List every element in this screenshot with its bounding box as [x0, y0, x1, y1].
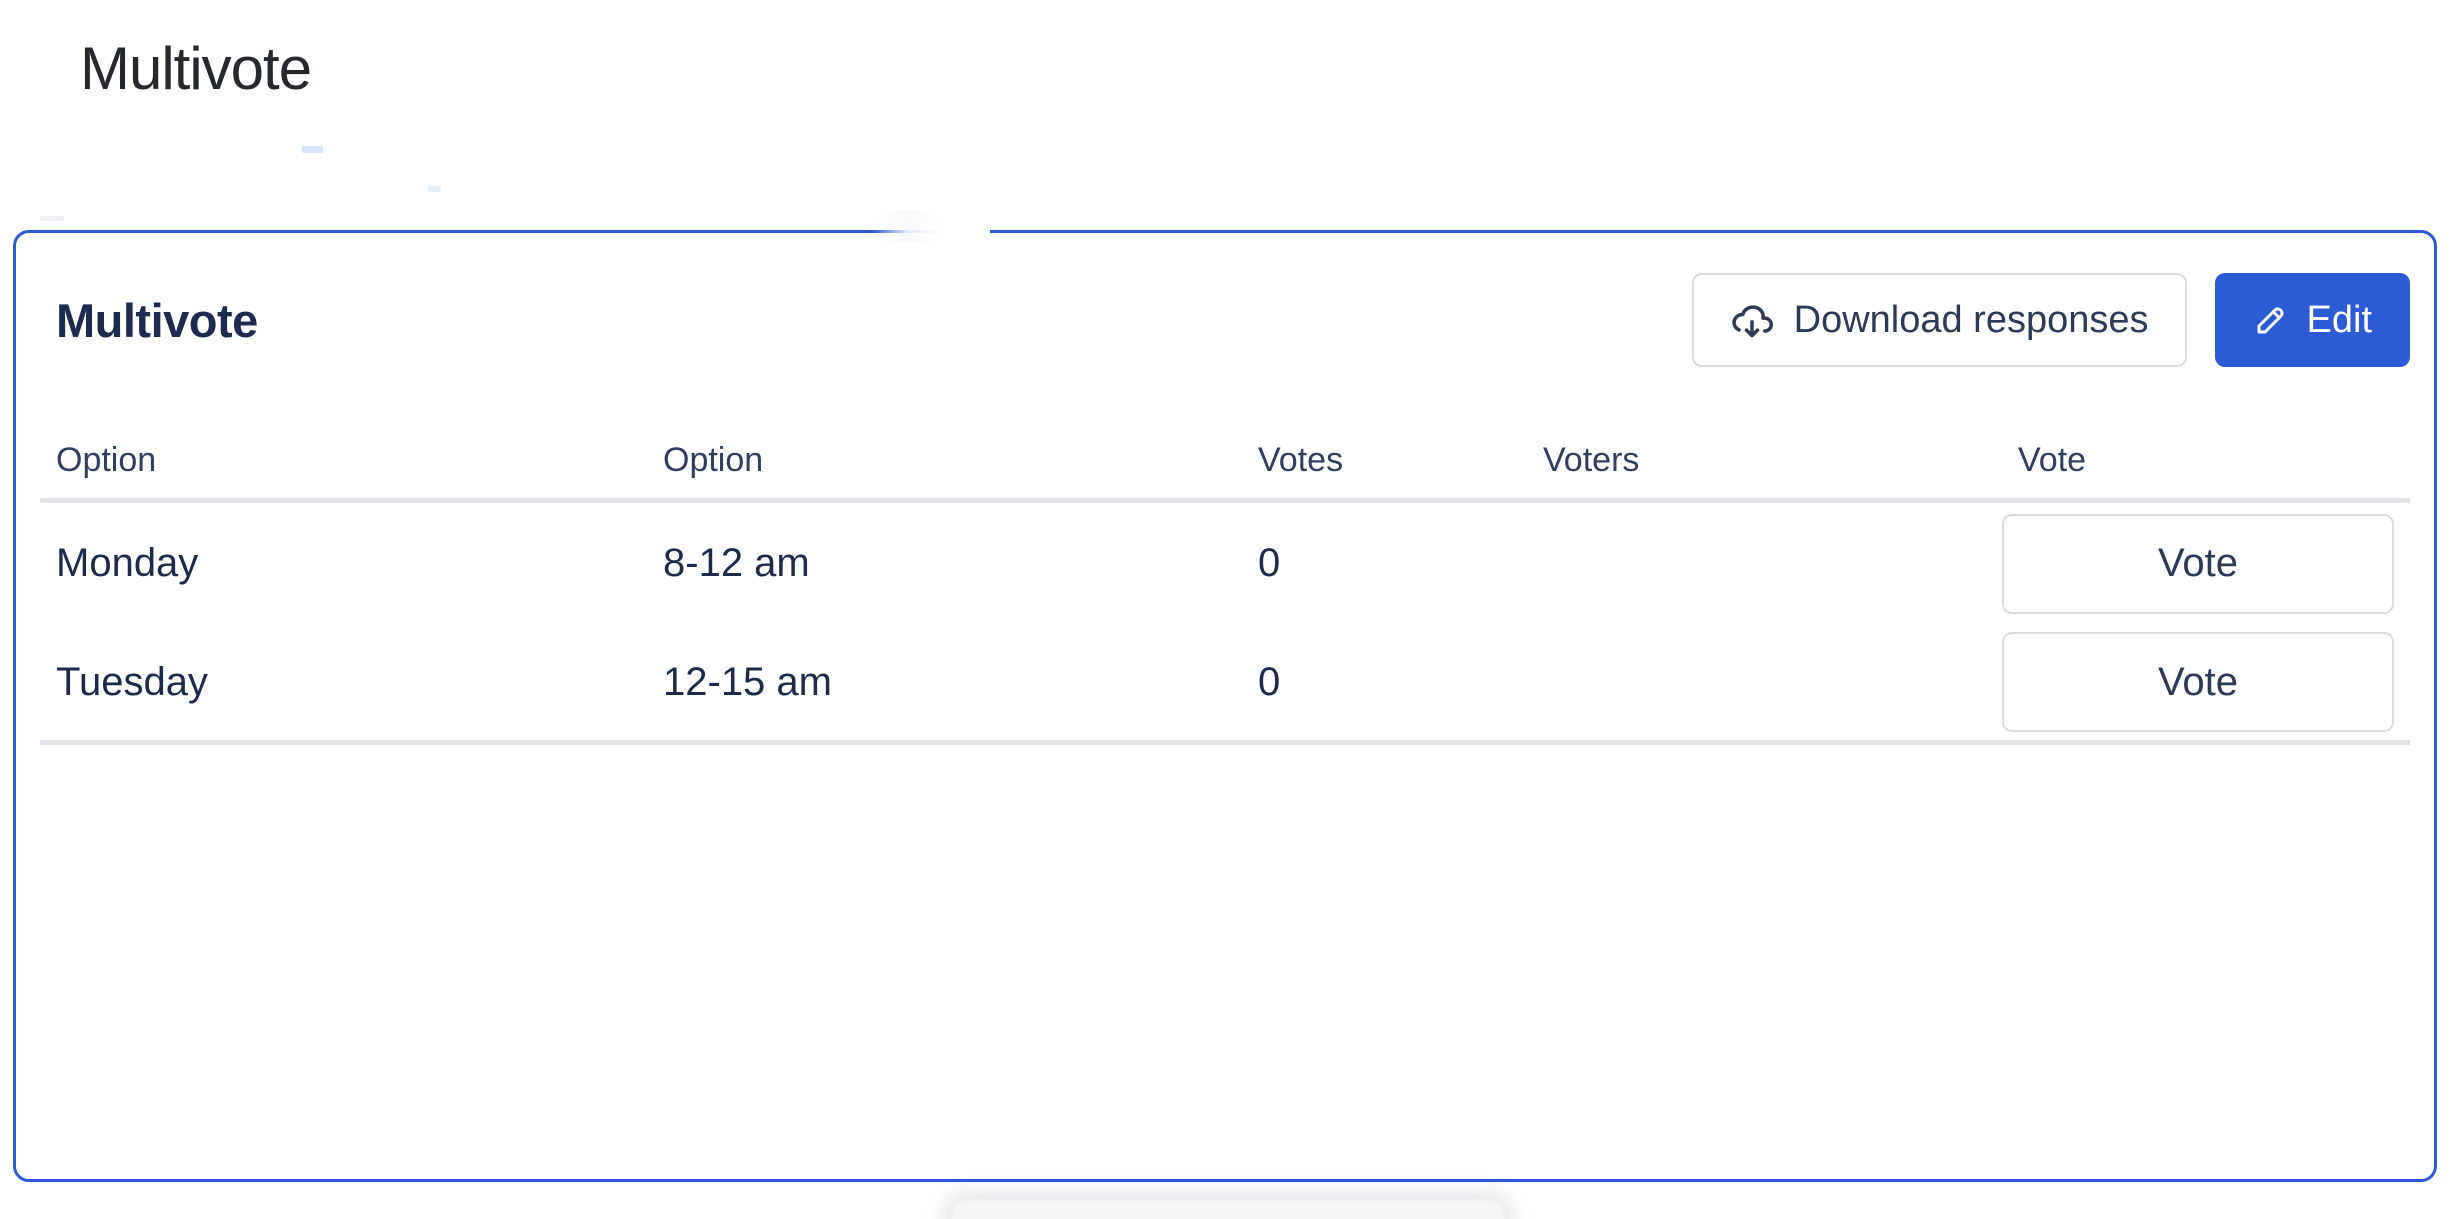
cell-option-1: Monday [56, 541, 199, 585]
blue-dash-artifact [428, 186, 441, 192]
cell-vote: Vote [2002, 632, 2410, 732]
blue-dash-artifact [302, 146, 323, 153]
card-title: Multivote [56, 293, 258, 347]
multivote-card: Multivote Download responses [13, 230, 2437, 1182]
cell-votes: 0 [1258, 541, 1281, 585]
edit-button[interactable]: Edit [2214, 273, 2410, 367]
pencil-icon [2253, 302, 2289, 338]
column-header-voters: Voters [1543, 441, 1640, 479]
cloud-download-icon [1730, 298, 1774, 342]
page-title: Multivote [80, 35, 312, 102]
column-header-option-2: Option [663, 441, 764, 479]
gray-dash-artifact [40, 216, 64, 221]
vote-button-tuesday[interactable]: Vote [2002, 632, 2394, 732]
vote-button-monday[interactable]: Vote [2002, 513, 2394, 614]
cell-option-2: 12-15 am [663, 659, 832, 704]
cell-option-1: Tuesday [56, 659, 208, 704]
download-responses-label: Download responses [1793, 298, 2149, 341]
table-row-tuesday: Tuesday 12-15 am 0 Vote [40, 624, 2410, 745]
card-header: Multivote Download responses [40, 273, 2410, 367]
border-fade-artifact [872, 210, 990, 242]
column-header-option-1: Option [56, 441, 157, 479]
download-responses-button[interactable]: Download responses [1691, 273, 2187, 367]
cell-votes: 0 [1258, 659, 1281, 704]
votes-table: Option Option Votes Voters Vote Monday 8… [40, 423, 2410, 745]
table-header-row: Option Option Votes Voters Vote [40, 423, 2410, 503]
cell-option-2: 8-12 am [663, 541, 810, 585]
bottom-element-peek [952, 1200, 1504, 1219]
edit-label: Edit [2306, 298, 2372, 341]
column-header-vote: Vote [2018, 441, 2087, 479]
card-toolbar: Download responses Edit [1691, 273, 2410, 367]
column-header-votes: Votes [1258, 441, 1344, 479]
table-row-monday: Monday 8-12 am 0 Vote [40, 503, 2410, 624]
cell-vote: Vote [2002, 513, 2410, 614]
